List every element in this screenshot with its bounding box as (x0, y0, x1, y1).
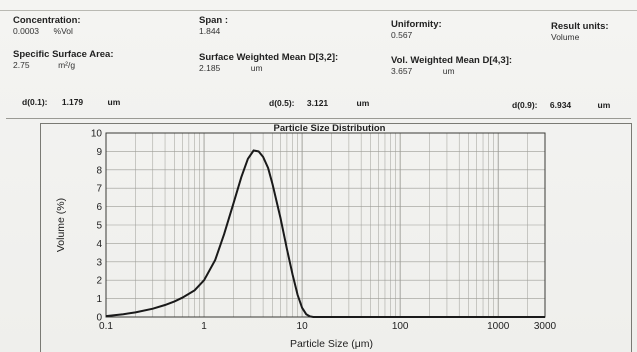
d09-unit: um (597, 100, 611, 110)
d32-field: Surface Weighted Mean D[3,2]: 2.185 um (199, 52, 338, 74)
d05-field: d(0.5): 3.121 um (269, 98, 369, 108)
span-value: 1.844 (199, 26, 221, 36)
y-tick-label: 7 (96, 184, 102, 195)
y-tick-label: 3 (96, 257, 102, 268)
series-line (105, 149, 545, 318)
ssa-value: 2.75 (13, 60, 30, 70)
d01-field: d(0.1): 1.179 um (22, 97, 120, 107)
d32-label: Surface Weighted Mean D[3,2]: (199, 52, 339, 63)
y-axis-ticks: 0 1 2 3 4 5 6 7 8 9 10 (91, 129, 103, 324)
concentration-value: 0.0003 (13, 26, 39, 36)
x-tick-label: 1000 (487, 321, 510, 332)
y-tick-label: 9 (96, 147, 102, 158)
ssa-unit: m²/g (58, 60, 76, 70)
d43-field: Vol. Weighted Mean D[4,3]: 3.657 um (391, 55, 512, 77)
chart-title: Particle Size Distribution (274, 123, 386, 134)
d01-label: d(0.1): (22, 97, 48, 107)
span-label: Span : (199, 15, 229, 26)
uniformity-label: Uniformity: (391, 19, 442, 30)
d01-value: 1.179 (61, 97, 84, 107)
result-units-field: Result units: Volume (551, 21, 609, 43)
d32-unit: um (250, 63, 263, 73)
chart-grid (105, 132, 546, 318)
concentration-label: Concentration: (13, 15, 81, 26)
y-tick-label: 5 (96, 221, 102, 232)
d05-unit: um (356, 98, 370, 108)
ssa-label: Specific Surface Area: (13, 49, 114, 60)
ssa-field: Specific Surface Area: 2.75 m²/g (13, 49, 114, 71)
chart-frame (40, 123, 632, 352)
y-tick-label: 4 (96, 239, 102, 250)
y-axis-label: Volume (%) (55, 198, 67, 252)
d43-value: 3.657 (391, 66, 413, 76)
x-axis-ticks: 0.1 1 10 100 1000 3000 (99, 321, 557, 332)
y-tick-label: 8 (96, 165, 102, 176)
d09-label: d(0.9): (512, 100, 538, 110)
d43-unit: um (442, 66, 455, 76)
x-tick-label: 10 (297, 321, 309, 332)
y-tick-label: 0 (96, 313, 102, 324)
concentration-unit: %Vol (53, 26, 73, 36)
d05-value: 3.121 (306, 98, 329, 108)
d43-label: Vol. Weighted Mean D[4,3]: (391, 55, 513, 66)
d05-label: d(0.5): (269, 98, 295, 108)
y-tick-label: 2 (96, 276, 102, 287)
result-units-value: Volume (551, 32, 580, 42)
x-tick-label: 100 (392, 321, 409, 332)
y-tick-label: 10 (91, 129, 103, 140)
y-tick-label: 6 (96, 202, 102, 213)
uniformity-value: 0.567 (391, 30, 413, 40)
d09-value: 6.934 (549, 100, 572, 110)
concentration-field: Concentration: 0.0003 %Vol (13, 15, 81, 37)
span-field: Span : 1.844 (199, 15, 228, 37)
x-tick-label: 1 (201, 321, 207, 332)
x-tick-label: 0.1 (99, 321, 113, 332)
result-units-label: Result units: (551, 21, 609, 32)
x-axis-label: Particle Size (μm) (290, 338, 373, 350)
header-top-rule (0, 0, 637, 11)
d01-unit: um (107, 97, 121, 107)
section-divider (6, 118, 631, 119)
y-tick-label: 1 (96, 294, 102, 305)
d09-field: d(0.9): 6.934 um (512, 100, 610, 110)
uniformity-field: Uniformity: 0.567 (391, 19, 442, 41)
d32-value: 2.185 (199, 63, 221, 73)
x-tick-label: 3000 (534, 321, 557, 332)
